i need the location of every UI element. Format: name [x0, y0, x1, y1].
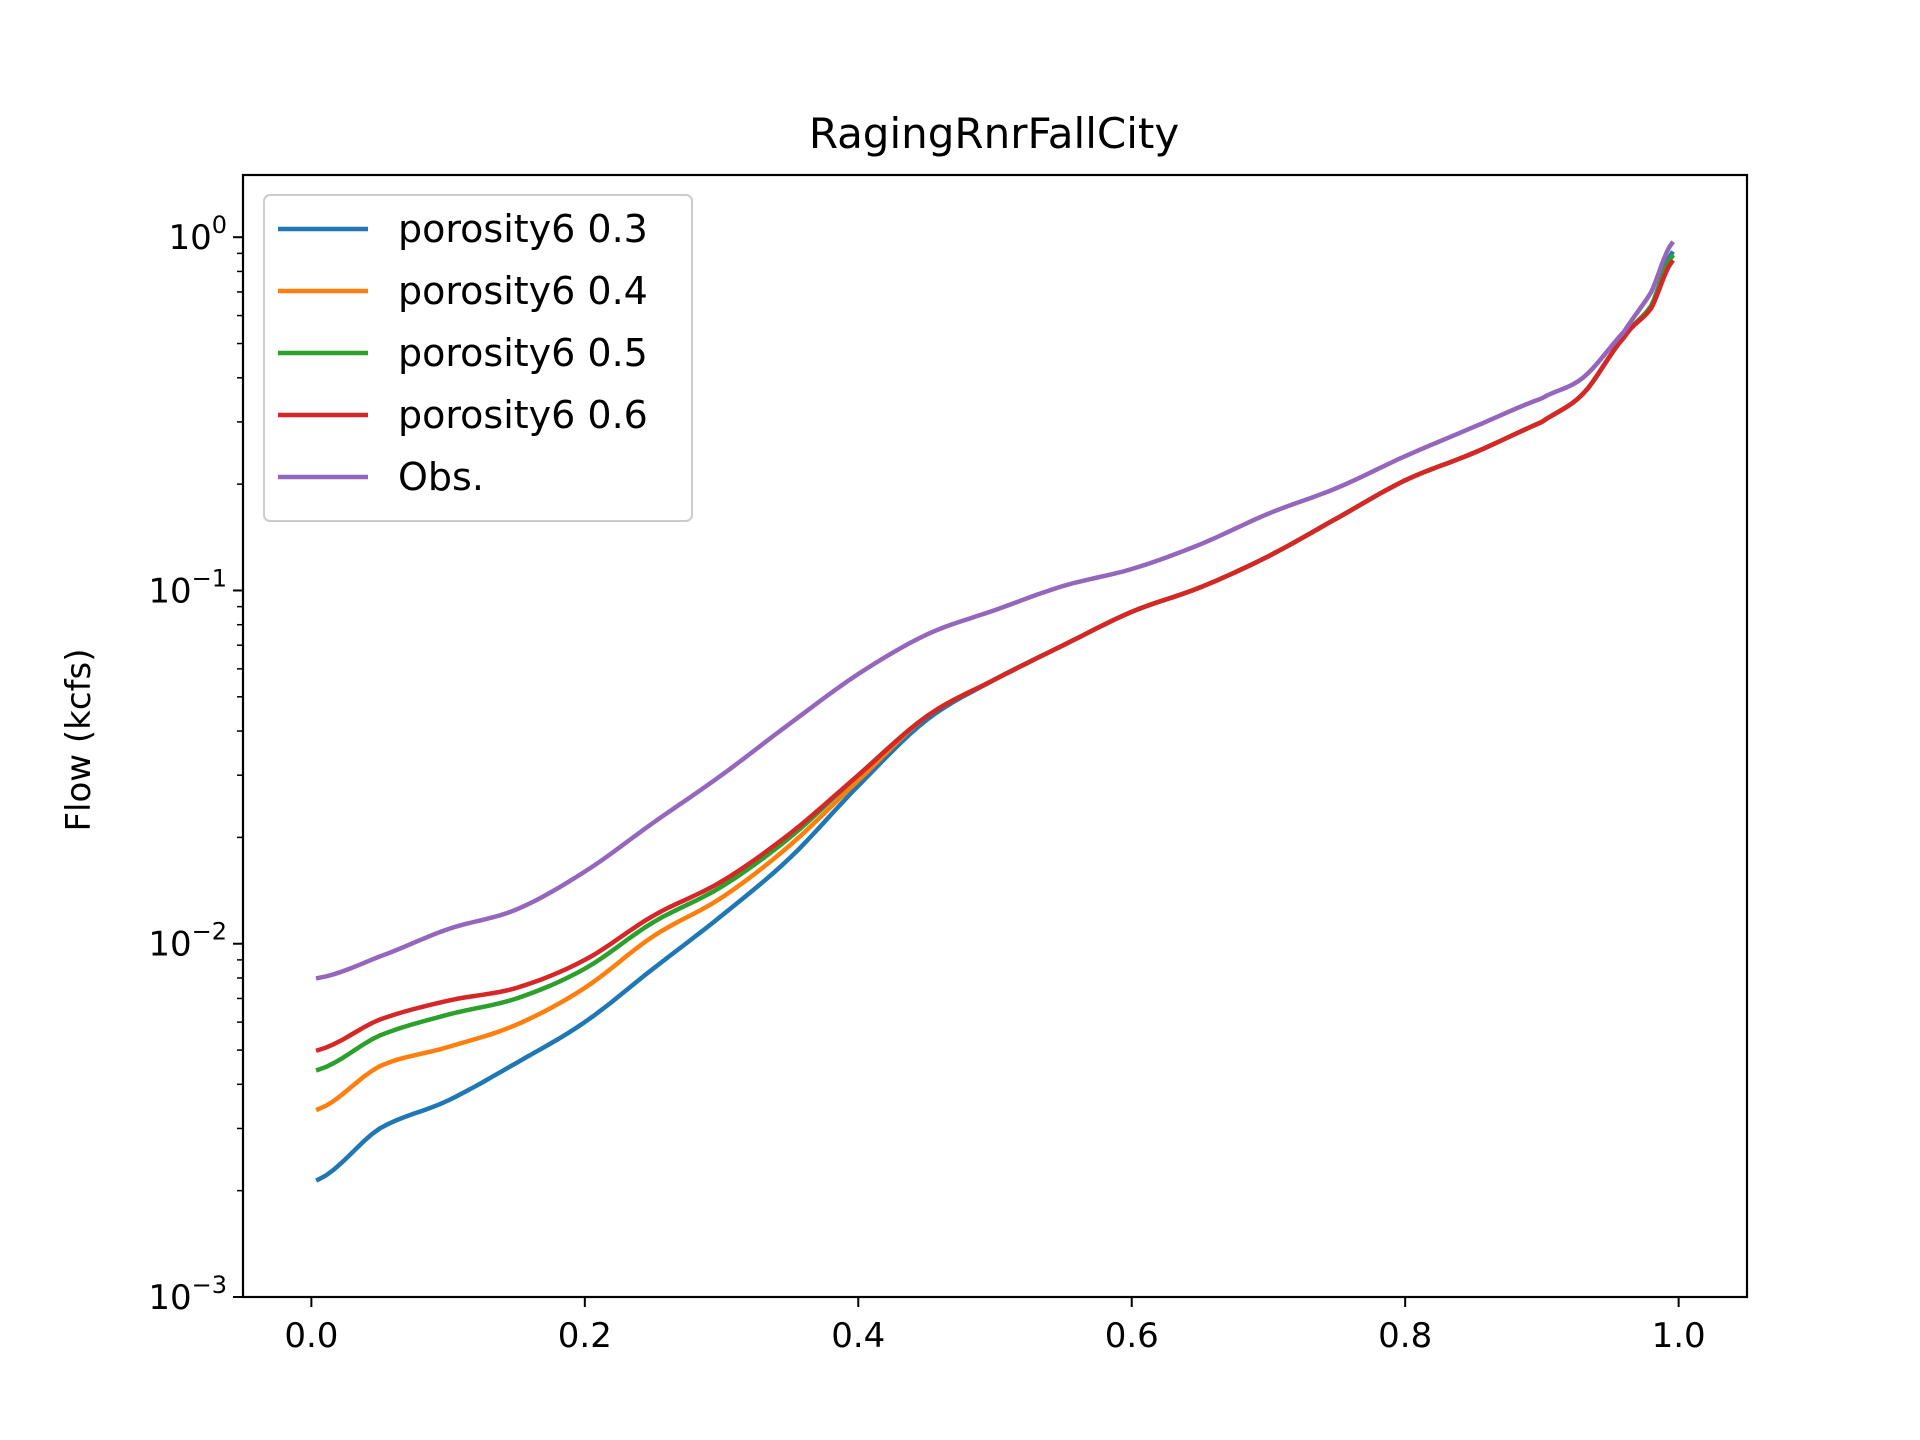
y-tick-label: 10−3 [148, 1271, 227, 1318]
chart-title: RagingRnrFallCity [809, 109, 1179, 158]
x-tick-label: 0.0 [284, 1316, 338, 1356]
axes-frame [241, 173, 1749, 1299]
y-tick-base: 10 [148, 925, 191, 965]
series-line-4 [315, 258, 1675, 1053]
series-line-5 [315, 240, 1675, 981]
legend-label-3: porosity6 0.5 [398, 331, 648, 375]
legend-box [263, 194, 693, 522]
y-tick-base: 10 [168, 218, 211, 258]
y-axis-label: Flow (kcfs) [59, 648, 99, 831]
y-tick-exponent: −1 [192, 564, 227, 592]
y-tick-label: 10−2 [148, 918, 227, 965]
y-tick-label: 10−1 [148, 564, 227, 611]
y-tick-label: 100 [168, 211, 227, 258]
plot-area [315, 240, 1675, 1183]
y-tick-exponent: −3 [192, 1271, 227, 1299]
legend-label-4: porosity6 0.6 [398, 393, 648, 437]
x-tick-label: 0.6 [1105, 1316, 1159, 1356]
y-tick-base: 10 [148, 571, 191, 611]
y-tick-exponent: −2 [192, 918, 227, 946]
x-tick-label: 0.2 [558, 1316, 612, 1356]
x-tick-label: 1.0 [1652, 1316, 1706, 1356]
legend-label-2: porosity6 0.4 [398, 269, 648, 313]
y-tick-exponent: 0 [212, 211, 227, 239]
legend-label-5: Obs. [398, 455, 484, 499]
x-tick-label: 0.8 [1378, 1316, 1432, 1356]
legend: porosity6 0.3 porosity6 0.4 porosity6 0.5 p… [263, 194, 693, 522]
x-tick-label: 0.4 [831, 1316, 885, 1356]
legend-label-1: porosity6 0.3 [398, 207, 648, 251]
y-tick-base: 10 [148, 1278, 191, 1318]
